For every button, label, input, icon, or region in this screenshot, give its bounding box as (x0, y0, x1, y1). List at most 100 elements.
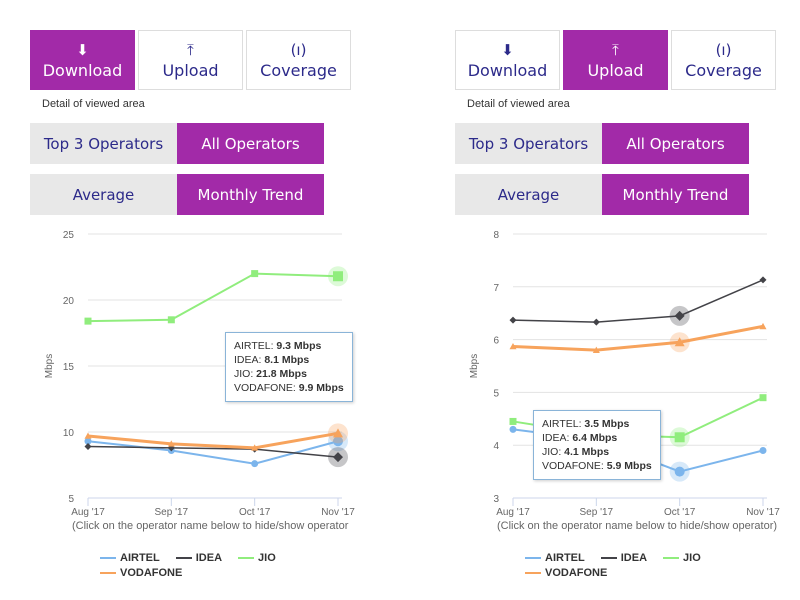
point-vodafone (509, 342, 517, 350)
all-operators-button[interactable]: All Operators (177, 123, 324, 164)
tab-coverage[interactable]: (ı) Coverage (246, 30, 351, 90)
point-jio (759, 394, 767, 402)
tooltip-row: VODAFONE: 9.9 Mbps (234, 381, 344, 395)
point-vodafone (251, 444, 259, 451)
tooltip-operator: IDEA: (542, 432, 573, 444)
legend-item-vodafone[interactable]: VODAFONE (525, 566, 607, 580)
upload-icon: ⤒ (187, 40, 194, 59)
detail-label: Detail of viewed area (467, 98, 570, 110)
point-vodafone (333, 428, 343, 438)
tooltip-value: 5.9 Mbps (606, 460, 652, 472)
y-tick-label: 6 (493, 336, 499, 347)
tooltip-row: IDEA: 6.4 Mbps (542, 431, 652, 445)
tab-label: Upload (162, 60, 219, 80)
tooltip-value: 6.4 Mbps (572, 432, 618, 444)
tooltip-operator: JIO: (234, 368, 257, 380)
point-airtel (509, 425, 517, 433)
operator-toggle: Top 3 Operators All Operators (455, 123, 749, 164)
legend-marker-icon (100, 572, 116, 574)
tooltip-operator: AIRTEL: (234, 340, 277, 352)
point-idea (509, 316, 517, 324)
chart-legend: AIRTEL IDEA JIO VODAFONE (525, 550, 745, 580)
point-jio (674, 432, 685, 443)
monthly-trend-button[interactable]: Monthly Trend (177, 174, 324, 215)
x-tick-label: Aug '17 (496, 507, 530, 518)
top3-operators-button[interactable]: Top 3 Operators (455, 123, 602, 164)
legend-item-jio[interactable]: JIO (663, 551, 701, 565)
tooltip-row: JIO: 21.8 Mbps (234, 367, 344, 381)
legend-item-jio[interactable]: JIO (238, 551, 276, 565)
legend-label: IDEA (620, 552, 648, 564)
series-line-vodafone (512, 324, 764, 352)
legend-label: VODAFONE (120, 567, 183, 579)
x-tick-label: Sep '17 (155, 507, 189, 518)
legend-label: IDEA (195, 552, 223, 564)
tab-label: Coverage (685, 60, 762, 80)
tab-upload[interactable]: ⤒ Upload (563, 30, 668, 90)
all-operators-button[interactable]: All Operators (602, 123, 749, 164)
line-chart: 5 10 15 20 25 Aug '17 Sep '17 Oct '17 Nov '17 Mbp… (44, 230, 355, 518)
x-tick-label: Aug '17 (71, 507, 105, 518)
tab-coverage[interactable]: (ı) Coverage (671, 30, 776, 90)
download-icon: ⬇ (76, 40, 89, 59)
tab-download[interactable]: ⬇ Download (30, 30, 135, 90)
tab-label: Upload (587, 60, 644, 80)
series-line-idea (512, 279, 764, 323)
y-axis-label: Mbps (469, 354, 480, 378)
panel-upload: ⬇ Download ⤒ Upload (ı) Coverage Detail of vie… (455, 0, 785, 600)
tooltip-value: 3.5 Mbps (584, 418, 630, 430)
tab-upload[interactable]: ⤒ Upload (138, 30, 243, 90)
y-tick-label: 8 (493, 230, 499, 241)
point-airtel (251, 460, 259, 468)
tooltip-row: IDEA: 8.1 Mbps (234, 353, 344, 367)
y-tick-label: 15 (63, 362, 75, 373)
tooltip-row: AIRTEL: 9.3 Mbps (234, 339, 344, 353)
tab-label: Coverage (260, 60, 337, 80)
tab-label: Download (42, 60, 123, 80)
detail-label: Detail of viewed area (42, 98, 145, 110)
y-tick-label: 5 (493, 388, 499, 399)
point-idea (592, 318, 600, 326)
series-line-vodafone (87, 431, 339, 450)
average-button[interactable]: Average (30, 174, 177, 215)
y-tick-label: 10 (63, 428, 75, 439)
legend-marker-icon (600, 557, 617, 559)
download-icon: ⬇ (501, 40, 514, 59)
tooltip-value: 9.9 Mbps (298, 382, 344, 394)
point-vodafone (84, 432, 92, 439)
legend-item-airtel[interactable]: AIRTEL (100, 551, 160, 565)
tooltip-operator: IDEA: (234, 354, 265, 366)
tooltip-value: 9.3 Mbps (276, 340, 322, 352)
y-tick-label: 25 (63, 230, 75, 241)
top3-operators-button[interactable]: Top 3 Operators (30, 123, 177, 164)
legend-marker-icon (525, 572, 541, 574)
point-vodafone (674, 337, 685, 347)
y-tick-label: 20 (63, 296, 75, 307)
point-idea (84, 443, 92, 451)
x-tick-label: Oct '17 (239, 507, 271, 518)
tooltip-row: AIRTEL: 3.5 Mbps (542, 417, 652, 431)
upload-icon: ⤒ (612, 40, 619, 59)
tooltip-value: 4.1 Mbps (564, 446, 610, 458)
tooltip-row: JIO: 4.1 Mbps (542, 445, 652, 459)
legend-marker-icon (663, 557, 680, 559)
legend-label: JIO (258, 552, 276, 564)
legend-item-vodafone[interactable]: VODAFONE (100, 566, 182, 580)
legend-item-airtel[interactable]: AIRTEL (525, 551, 585, 565)
y-axis-label: Mbps (44, 354, 55, 378)
average-button[interactable]: Average (455, 174, 602, 215)
point-vodafone (759, 322, 767, 330)
tooltip-operator: AIRTEL: (542, 418, 585, 430)
operator-toggle: Top 3 Operators All Operators (30, 123, 324, 164)
tab-download[interactable]: ⬇ Download (455, 30, 560, 90)
tooltip-operator: JIO: (542, 446, 565, 458)
panel-download: ⬇ Download ⤒ Upload (ı) Coverage Detail of vie… (30, 0, 360, 600)
legend-item-idea[interactable]: IDEA (600, 551, 648, 565)
legend-item-idea[interactable]: IDEA (175, 551, 223, 565)
monthly-trend-button[interactable]: Monthly Trend (602, 174, 749, 215)
series-line-jio (87, 272, 339, 323)
y-tick-label: 3 (493, 494, 499, 505)
view-toggle: Average Monthly Trend (30, 174, 324, 215)
point-idea (759, 276, 767, 284)
legend-marker-icon (525, 557, 541, 559)
